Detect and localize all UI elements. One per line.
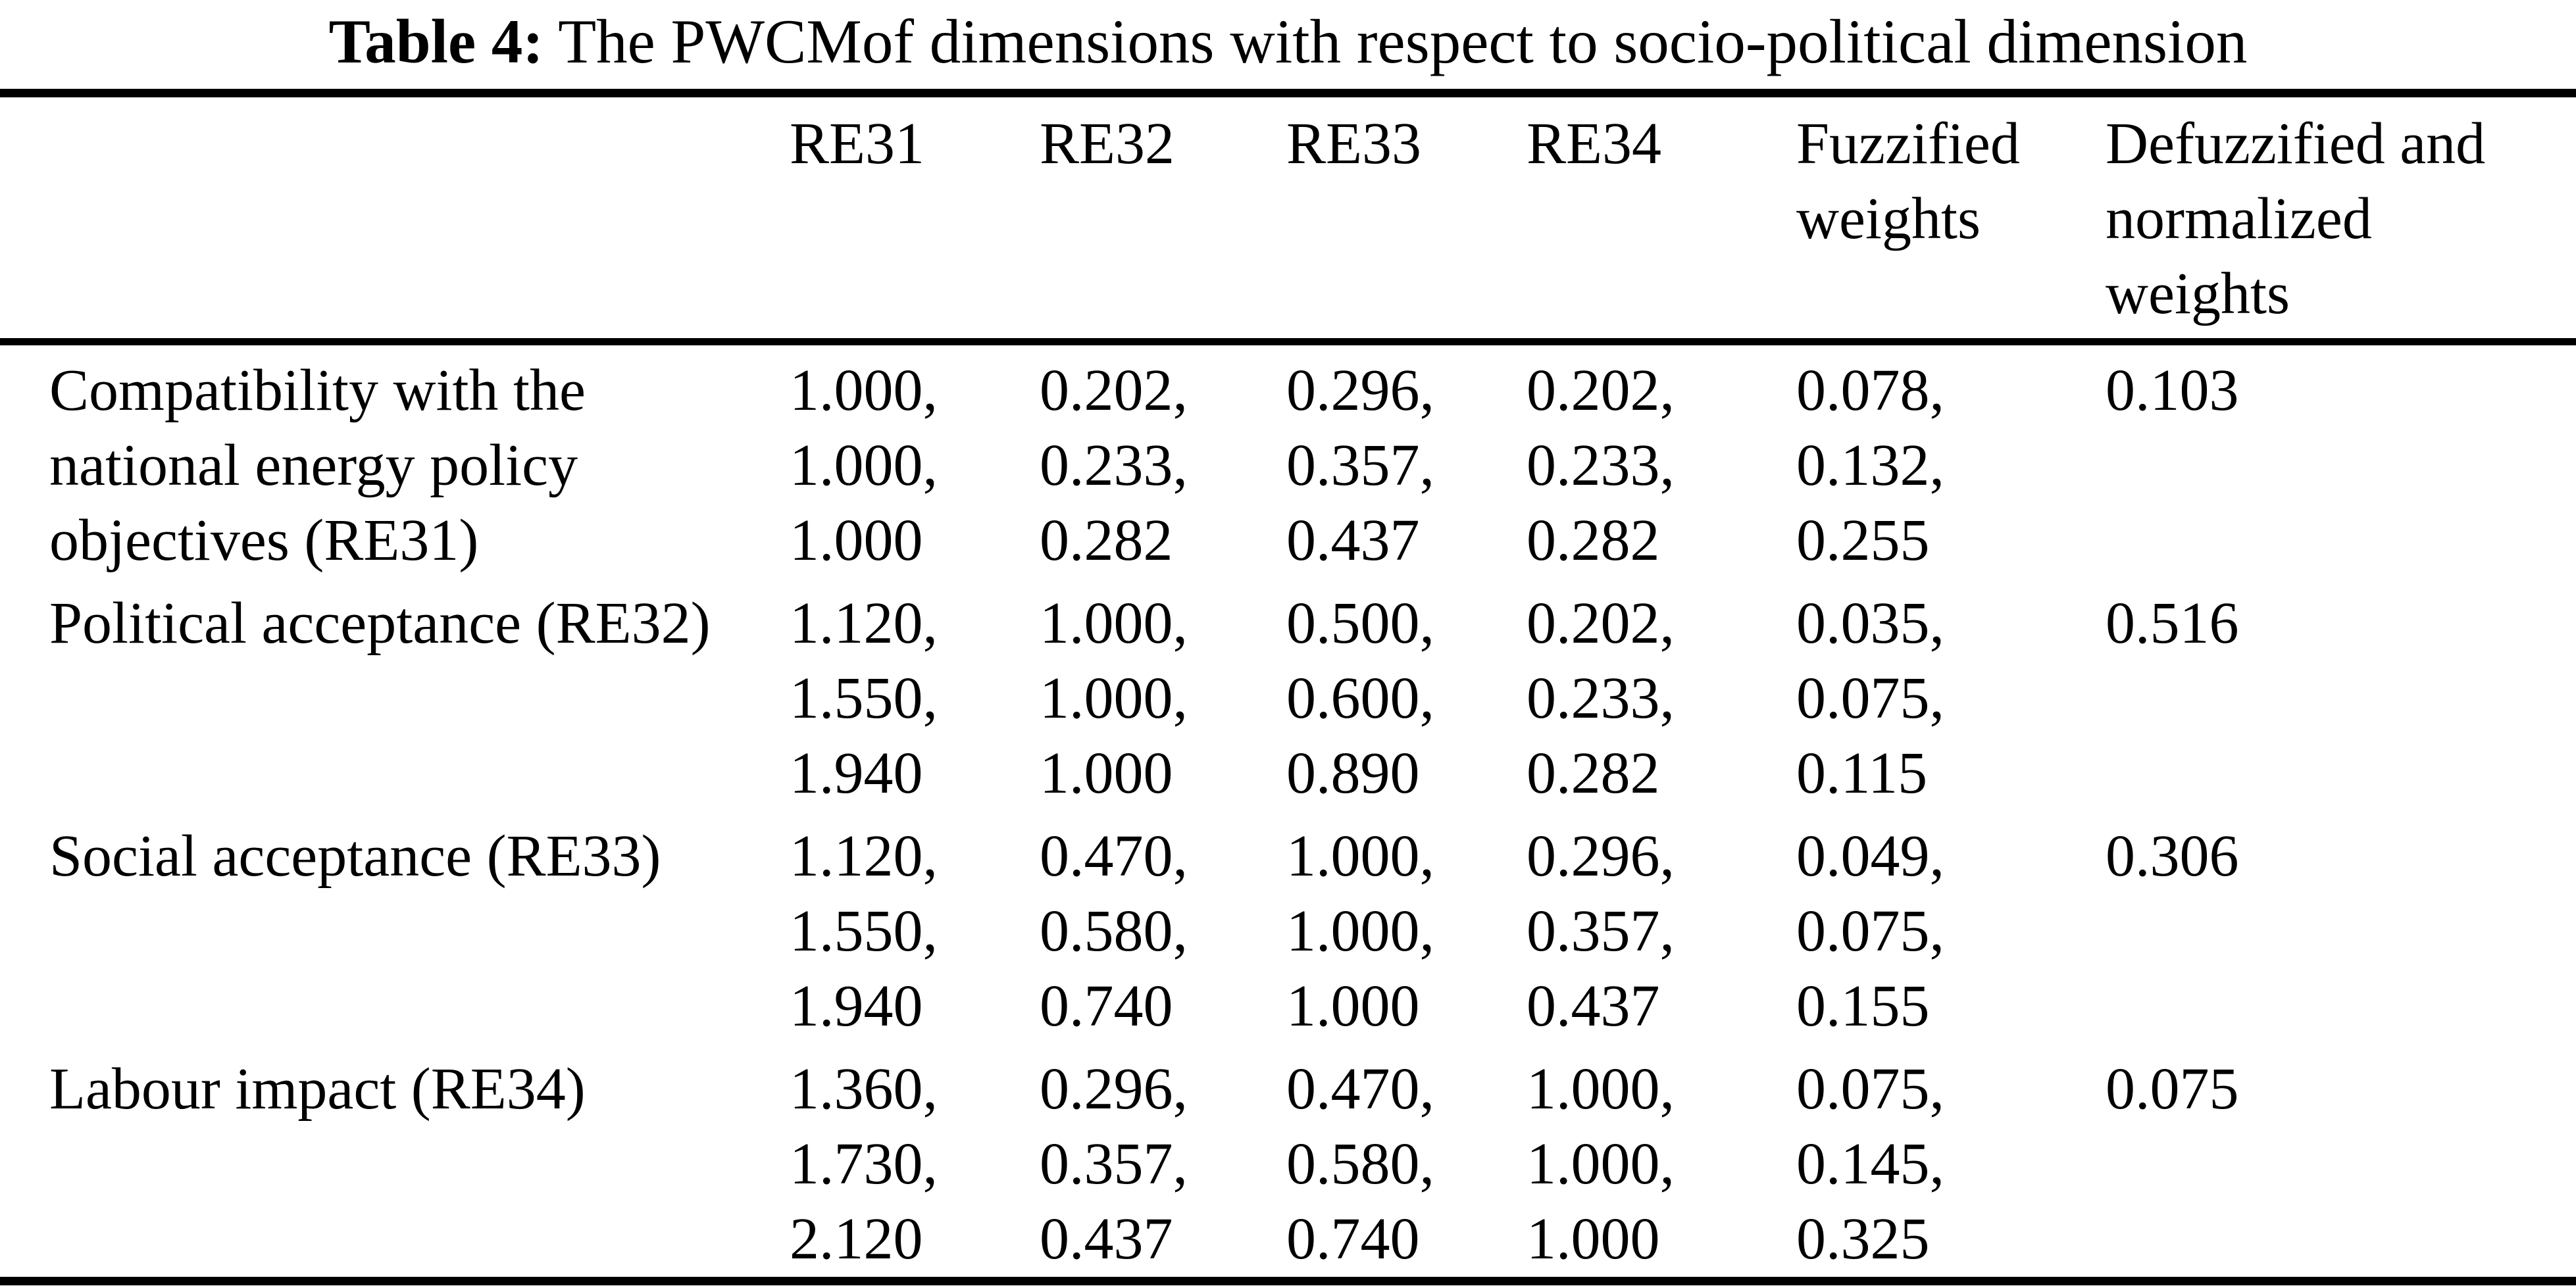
row-label: Labour impact (RE34) [49, 1056, 586, 1122]
header-fuzzified-weights: Fuzzified weights [1796, 97, 2106, 345]
cell-re33: 0.500, 0.600, 0.890 [1286, 591, 1434, 806]
cell-re32: 0.470, 0.580, 0.740 [1040, 824, 1188, 1039]
header-empty [0, 97, 790, 345]
cell-re31: 1.360, 1.730, 2.120 [790, 1056, 938, 1272]
cell-re31: 1.120, 1.550, 1.940 [790, 591, 938, 806]
cell-fuzzified-weights: 0.078, 0.132, 0.255 [1796, 358, 1944, 573]
row-label: Political acceptance (RE32) [49, 591, 711, 656]
cell-defuzzified-weight: 0.306 [2106, 824, 2239, 889]
cell-re34: 1.000, 1.000, 1.000 [1527, 1056, 1675, 1272]
header-row: RE31 RE32 RE33 RE34 Fuzzified weights De… [0, 97, 2576, 345]
cell-re31: 1.000, 1.000, 1.000 [790, 358, 938, 573]
table-row: Labour impact (RE34) 1.360, 1.730, 2.120… [0, 1044, 2576, 1277]
table-caption-text: The PWCMof dimensions with respect to so… [558, 7, 2248, 76]
cell-fuzzified-weights: 0.049, 0.075, 0.155 [1796, 824, 1944, 1039]
table-caption: Table 4: The PWCMof dimensions with respe… [0, 0, 2576, 89]
cell-defuzzified-weight: 0.075 [2106, 1056, 2239, 1122]
cell-defuzzified-weight: 0.103 [2106, 358, 2239, 423]
row-label: Social acceptance (RE33) [49, 824, 661, 889]
row-label: Compatibility with the national energy p… [49, 358, 586, 573]
cell-fuzzified-weights: 0.075, 0.145, 0.325 [1796, 1056, 1944, 1272]
table-caption-number: Table 4: [328, 7, 544, 76]
cell-re32: 0.202, 0.233, 0.282 [1040, 358, 1188, 573]
cell-re33: 1.000, 1.000, 1.000 [1286, 824, 1434, 1039]
cell-re32: 0.296, 0.357, 0.437 [1040, 1056, 1188, 1272]
cell-re34: 0.296, 0.357, 0.437 [1527, 824, 1675, 1039]
cell-re33: 0.296, 0.357, 0.437 [1286, 358, 1434, 573]
pwcm-table: RE31 RE32 RE33 RE34 Fuzzified weights De… [0, 97, 2576, 1277]
table-row: Social acceptance (RE33) 1.120, 1.550, 1… [0, 811, 2576, 1044]
table-row: Compatibility with the national energy p… [0, 342, 2576, 579]
table-row: Political acceptance (RE32) 1.120, 1.550… [0, 578, 2576, 811]
cell-re31: 1.120, 1.550, 1.940 [790, 824, 938, 1039]
bottom-rule [0, 1277, 2576, 1285]
header-re32: RE32 [1040, 97, 1286, 345]
cell-fuzzified-weights: 0.035, 0.075, 0.115 [1796, 591, 1944, 806]
header-re31: RE31 [790, 97, 1040, 345]
cell-re32: 1.000, 1.000, 1.000 [1040, 591, 1188, 806]
cell-re34: 0.202, 0.233, 0.282 [1527, 358, 1675, 573]
cell-re34: 0.202, 0.233, 0.282 [1527, 591, 1675, 806]
header-defuzzified-normalized-weights: Defuzzified and normalized weights [2106, 97, 2576, 345]
top-rule [0, 89, 2576, 97]
cell-defuzzified-weight: 0.516 [2106, 591, 2239, 656]
cell-re33: 0.470, 0.580, 0.740 [1286, 1056, 1434, 1272]
header-re33: RE33 [1286, 97, 1527, 345]
header-re34: RE34 [1527, 97, 1796, 345]
